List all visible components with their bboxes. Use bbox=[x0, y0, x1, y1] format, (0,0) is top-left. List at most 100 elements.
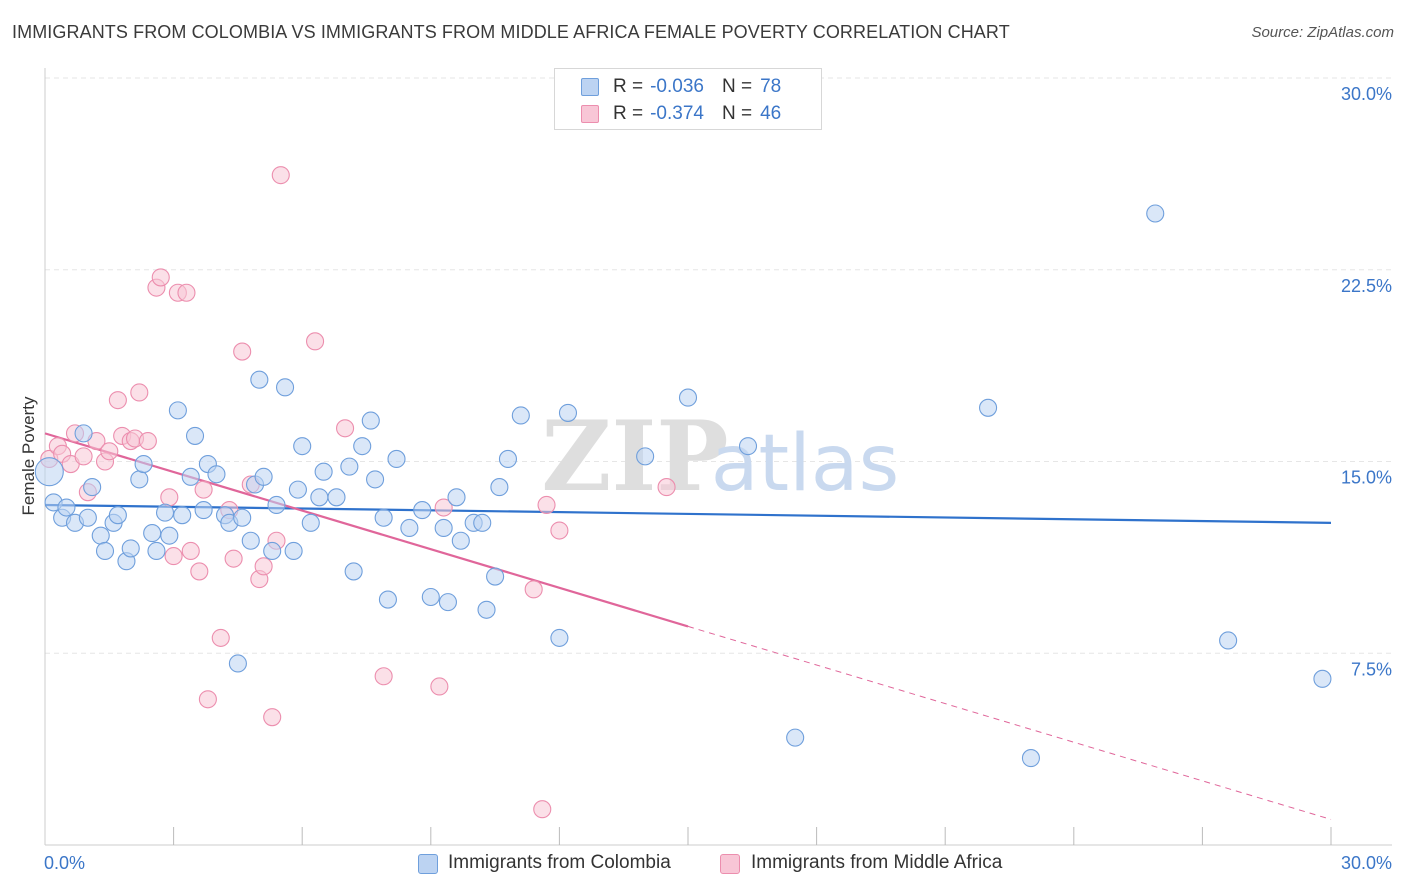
colombia-point bbox=[57, 498, 76, 517]
y-tick-label-1: 15.0% bbox=[1341, 468, 1392, 488]
middle-africa-point bbox=[374, 667, 393, 686]
legend-swatch-colombia bbox=[581, 78, 599, 96]
bottom-legend-swatch-middle-africa bbox=[720, 854, 740, 874]
colombia-point bbox=[374, 508, 393, 527]
colombia-point bbox=[438, 593, 457, 612]
middle-africa-point bbox=[108, 391, 127, 410]
middle-africa-point bbox=[263, 708, 282, 727]
legend-n-value: 78 bbox=[760, 76, 782, 97]
colombia-point bbox=[301, 513, 320, 532]
middle-africa-point bbox=[233, 342, 252, 361]
colombia-point bbox=[636, 447, 655, 466]
colombia-point bbox=[147, 541, 166, 561]
series-colombia-points bbox=[34, 204, 1332, 768]
legend-r-label: R = bbox=[613, 103, 644, 124]
colombia-point bbox=[378, 590, 397, 609]
middle-africa-point bbox=[533, 800, 552, 819]
middle-africa-trend-line-extension bbox=[687, 625, 1332, 820]
colombia-point bbox=[477, 600, 496, 619]
colombia-point bbox=[413, 501, 432, 520]
colombia-point bbox=[498, 449, 518, 468]
colombia-point bbox=[143, 524, 162, 543]
colombia-point bbox=[95, 541, 115, 561]
colombia-point bbox=[155, 503, 175, 522]
middle-africa-point bbox=[177, 283, 196, 302]
middle-africa-point bbox=[194, 480, 213, 499]
colombia-point bbox=[181, 467, 200, 486]
chart-title: IMMIGRANTS FROM COLOMBIA VS IMMIGRANTS F… bbox=[12, 22, 1010, 42]
legend-r-value: -0.374 bbox=[650, 103, 704, 124]
colombia-point bbox=[421, 587, 440, 607]
colombia-point bbox=[241, 531, 260, 550]
colombia-point bbox=[340, 457, 359, 476]
colombia-point bbox=[387, 449, 406, 468]
legend-row-middle-africa: R = -0.374 N = 46 bbox=[613, 103, 781, 125]
colombia-point bbox=[250, 370, 269, 389]
colombia-point bbox=[160, 526, 179, 545]
middle-africa-point bbox=[130, 383, 149, 402]
colombia-point bbox=[314, 462, 333, 481]
source-label: Source: ZipAtlas.com bbox=[1251, 24, 1394, 41]
colombia-trend-line bbox=[44, 503, 1332, 524]
colombia-point bbox=[558, 403, 578, 422]
legend-n-value: 46 bbox=[760, 103, 782, 124]
colombia-point bbox=[1313, 669, 1332, 688]
colombia-point bbox=[486, 567, 505, 586]
legend-swatch-middle-africa bbox=[581, 105, 599, 123]
x-tick-label-1: 30.0% bbox=[1341, 853, 1392, 873]
colombia-point bbox=[78, 508, 97, 527]
colombia-point bbox=[1021, 749, 1040, 768]
middle-africa-point bbox=[336, 419, 355, 438]
legend-r-label: R = bbox=[613, 76, 644, 97]
middle-africa-point bbox=[254, 557, 273, 576]
middle-africa-point bbox=[537, 495, 556, 515]
grid-layer bbox=[45, 77, 1392, 654]
x-tick-label-0: 0.0% bbox=[44, 853, 85, 873]
colombia-point bbox=[738, 437, 758, 456]
middle-africa-point bbox=[524, 580, 543, 599]
colombia-point bbox=[366, 470, 385, 489]
colombia-point bbox=[1146, 204, 1165, 223]
middle-africa-point bbox=[100, 442, 119, 461]
colombia-point bbox=[185, 426, 205, 445]
middle-africa-point bbox=[164, 547, 183, 566]
colombia-point bbox=[83, 478, 102, 497]
colombia-point bbox=[108, 506, 127, 525]
colombia-point bbox=[121, 539, 140, 558]
legend-n-label: N = bbox=[721, 76, 753, 97]
y-tick-label-0: 7.5% bbox=[1351, 659, 1392, 679]
colombia-point bbox=[276, 378, 295, 397]
colombia-point bbox=[327, 488, 346, 507]
middle-africa-point bbox=[160, 488, 179, 507]
middle-africa-point bbox=[211, 628, 230, 647]
colombia-point bbox=[173, 506, 192, 525]
colombia-point bbox=[786, 728, 805, 747]
correlation-legend: R = -0.036 N = 78 R = -0.374 N = 46 bbox=[554, 68, 822, 130]
colombia-point bbox=[267, 495, 286, 515]
bottom-legend-swatch-colombia bbox=[418, 854, 438, 874]
middle-africa-point bbox=[190, 562, 209, 581]
colombia-point bbox=[490, 478, 509, 497]
colombia-point bbox=[134, 455, 153, 474]
colombia-point bbox=[168, 401, 187, 420]
colombia-point bbox=[434, 518, 453, 538]
colombia-point bbox=[310, 488, 329, 507]
colombia-point bbox=[293, 437, 312, 456]
colombia-point bbox=[233, 508, 252, 527]
middle-africa-point bbox=[74, 447, 93, 466]
legend-r-value: -0.036 bbox=[650, 76, 704, 97]
colombia-point bbox=[91, 526, 110, 545]
colombia-point bbox=[511, 406, 530, 425]
middle-africa-point bbox=[224, 549, 243, 568]
colombia-point bbox=[451, 531, 470, 550]
middle-africa-point bbox=[430, 677, 449, 696]
middle-africa-point bbox=[550, 521, 569, 540]
y-tick-label-2: 22.5% bbox=[1341, 276, 1392, 296]
colombia-point bbox=[263, 541, 282, 561]
legend-row-colombia: R = -0.036 N = 78 bbox=[613, 76, 781, 98]
colombia-point bbox=[1219, 631, 1238, 650]
tick-labels: 7.5% 15.0% 22.5% 30.0% 0.0% 30.0% bbox=[44, 84, 1392, 873]
legend-n-label: N = bbox=[721, 103, 753, 124]
colombia-point bbox=[74, 424, 93, 443]
colombia-point bbox=[361, 411, 380, 430]
